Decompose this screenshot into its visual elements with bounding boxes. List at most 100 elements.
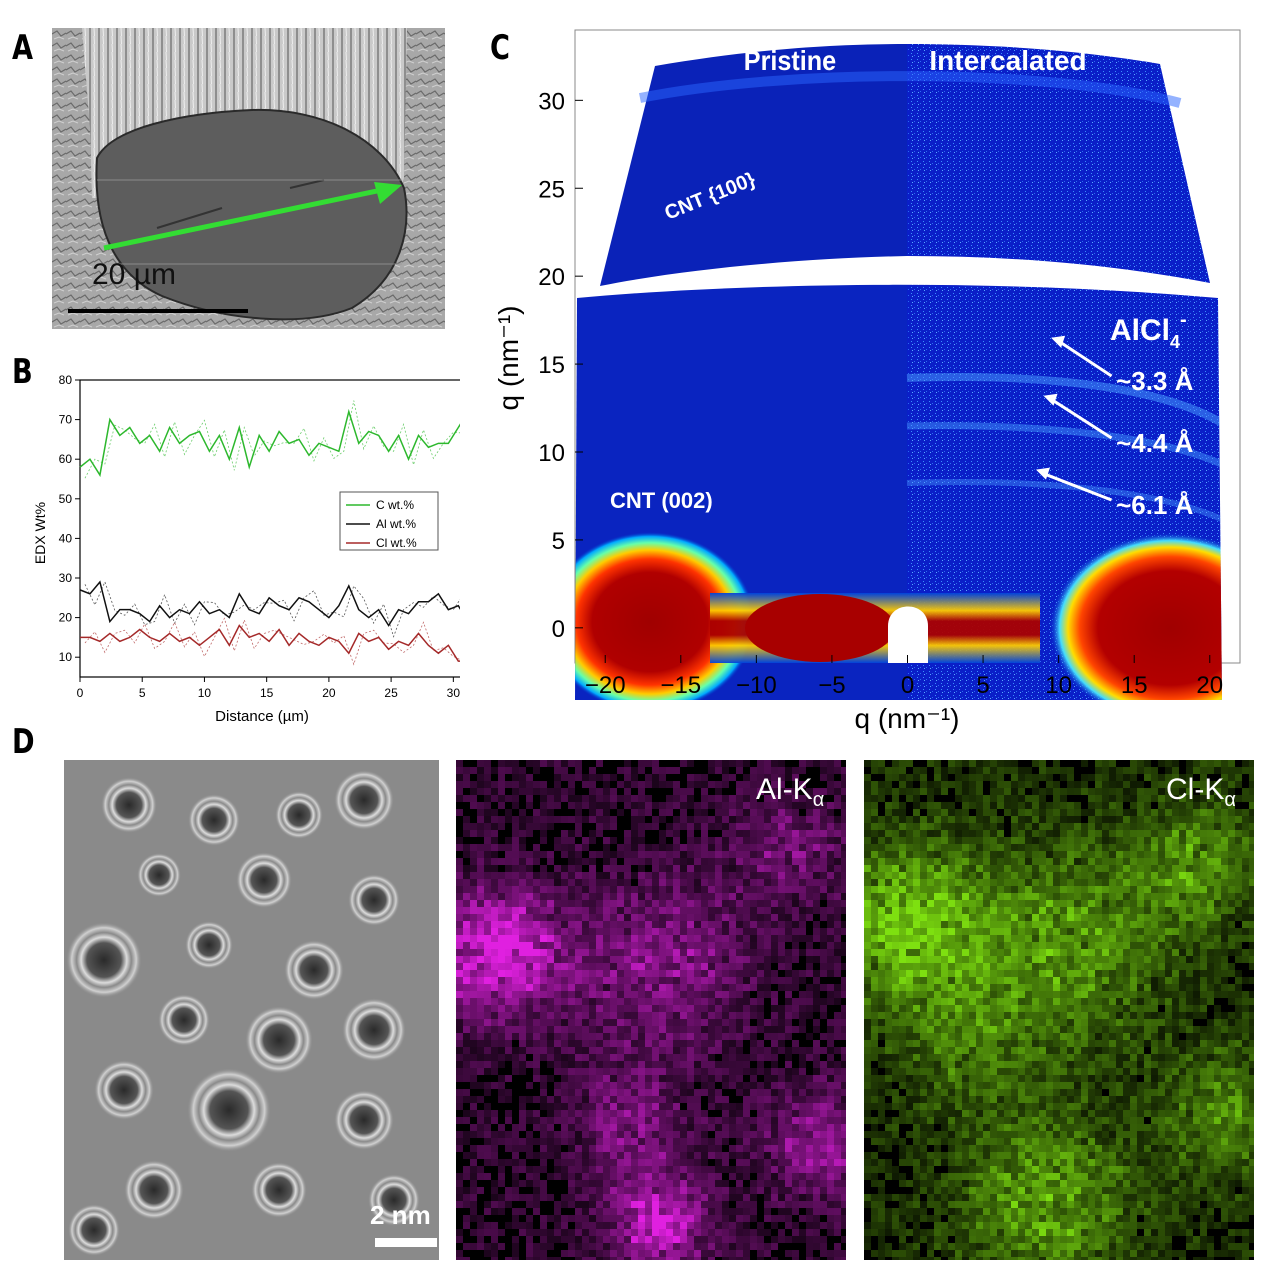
map-pixel [673, 921, 680, 928]
map-pixel [1186, 802, 1193, 809]
map-pixel [561, 872, 568, 879]
map-pixel [666, 858, 673, 865]
map-pixel [750, 872, 757, 879]
map-pixel [645, 893, 652, 900]
map-pixel [757, 767, 764, 774]
map-pixel [1158, 851, 1165, 858]
map-pixel [827, 1068, 834, 1075]
map-pixel [547, 921, 554, 928]
map-pixel [1207, 865, 1214, 872]
map-pixel [1032, 886, 1039, 893]
map-pixel [948, 844, 955, 851]
map-pixel [568, 774, 575, 781]
map-pixel [652, 1131, 659, 1138]
map-pixel [750, 809, 757, 816]
map-pixel [785, 1124, 792, 1131]
map-pixel [512, 1152, 519, 1159]
map-pixel [757, 1229, 764, 1236]
map-pixel [806, 844, 813, 851]
map-pixel [871, 823, 878, 830]
map-pixel [603, 1180, 610, 1187]
map-pixel [841, 1257, 846, 1260]
map-pixel [463, 928, 470, 935]
map-pixel [484, 802, 491, 809]
map-pixel [610, 984, 617, 991]
map-pixel [1039, 914, 1046, 921]
map-pixel [799, 977, 806, 984]
map-pixel [1095, 865, 1102, 872]
map-pixel [1088, 858, 1095, 865]
map-pixel [568, 970, 575, 977]
map-pixel [1165, 844, 1172, 851]
map-pixel [603, 865, 610, 872]
map-pixel [1025, 830, 1032, 837]
map-pixel [913, 851, 920, 858]
map-pixel [1200, 837, 1207, 844]
map-pixel [540, 1236, 547, 1243]
map-pixel [645, 1124, 652, 1131]
map-pixel [799, 1075, 806, 1082]
map-pixel [484, 977, 491, 984]
map-pixel [624, 1131, 631, 1138]
map-pixel [997, 795, 1004, 802]
map-pixel [491, 1117, 498, 1124]
map-pixel [463, 1075, 470, 1082]
map-pixel [575, 809, 582, 816]
map-pixel [757, 865, 764, 872]
map-pixel [1249, 809, 1254, 816]
map-pixel [1067, 928, 1074, 935]
map-pixel [652, 914, 659, 921]
map-pixel [456, 1103, 463, 1110]
map-pixel [785, 879, 792, 886]
map-pixel [610, 963, 617, 970]
map-pixel [624, 886, 631, 893]
map-pixel [645, 1250, 652, 1257]
map-pixel [729, 1019, 736, 1026]
map-pixel [589, 795, 596, 802]
map-pixel [582, 872, 589, 879]
map-pixel [659, 935, 666, 942]
map-pixel [743, 858, 750, 865]
map-pixel [708, 823, 715, 830]
map-pixel [1116, 865, 1123, 872]
map-pixel [1158, 907, 1165, 914]
map-pixel [1018, 865, 1025, 872]
map-pixel [1081, 858, 1088, 865]
map-pixel [1151, 837, 1158, 844]
map-pixel [1102, 851, 1109, 858]
map-pixel [610, 1166, 617, 1173]
map-pixel [533, 942, 540, 949]
map-pixel [456, 991, 463, 998]
map-pixel [680, 935, 687, 942]
map-pixel [687, 830, 694, 837]
map-pixel [505, 858, 512, 865]
map-pixel [1109, 774, 1116, 781]
map-pixel [526, 970, 533, 977]
map-pixel [1214, 921, 1221, 928]
map-pixel [498, 1054, 505, 1061]
map-pixel [1011, 928, 1018, 935]
map-pixel [519, 1054, 526, 1061]
map-pixel [1242, 865, 1249, 872]
map-pixel [645, 1103, 652, 1110]
map-pixel [617, 1040, 624, 1047]
map-pixel [456, 1033, 463, 1040]
map-pixel [1060, 872, 1067, 879]
map-pixel [547, 795, 554, 802]
map-pixel [484, 872, 491, 879]
map-pixel [864, 851, 871, 858]
y-tick-label: 20 [538, 264, 565, 291]
map-pixel [1193, 858, 1200, 865]
map-pixel [1081, 823, 1088, 830]
map-pixel [806, 788, 813, 795]
map-pixel [892, 921, 899, 928]
map-pixel [477, 1222, 484, 1229]
map-pixel [638, 1145, 645, 1152]
map-pixel [771, 1012, 778, 1019]
map-pixel [624, 1117, 631, 1124]
map-pixel [1109, 767, 1116, 774]
map-pixel [575, 1152, 582, 1159]
map-pixel [1242, 879, 1249, 886]
map-pixel [729, 956, 736, 963]
map-pixel [778, 802, 785, 809]
